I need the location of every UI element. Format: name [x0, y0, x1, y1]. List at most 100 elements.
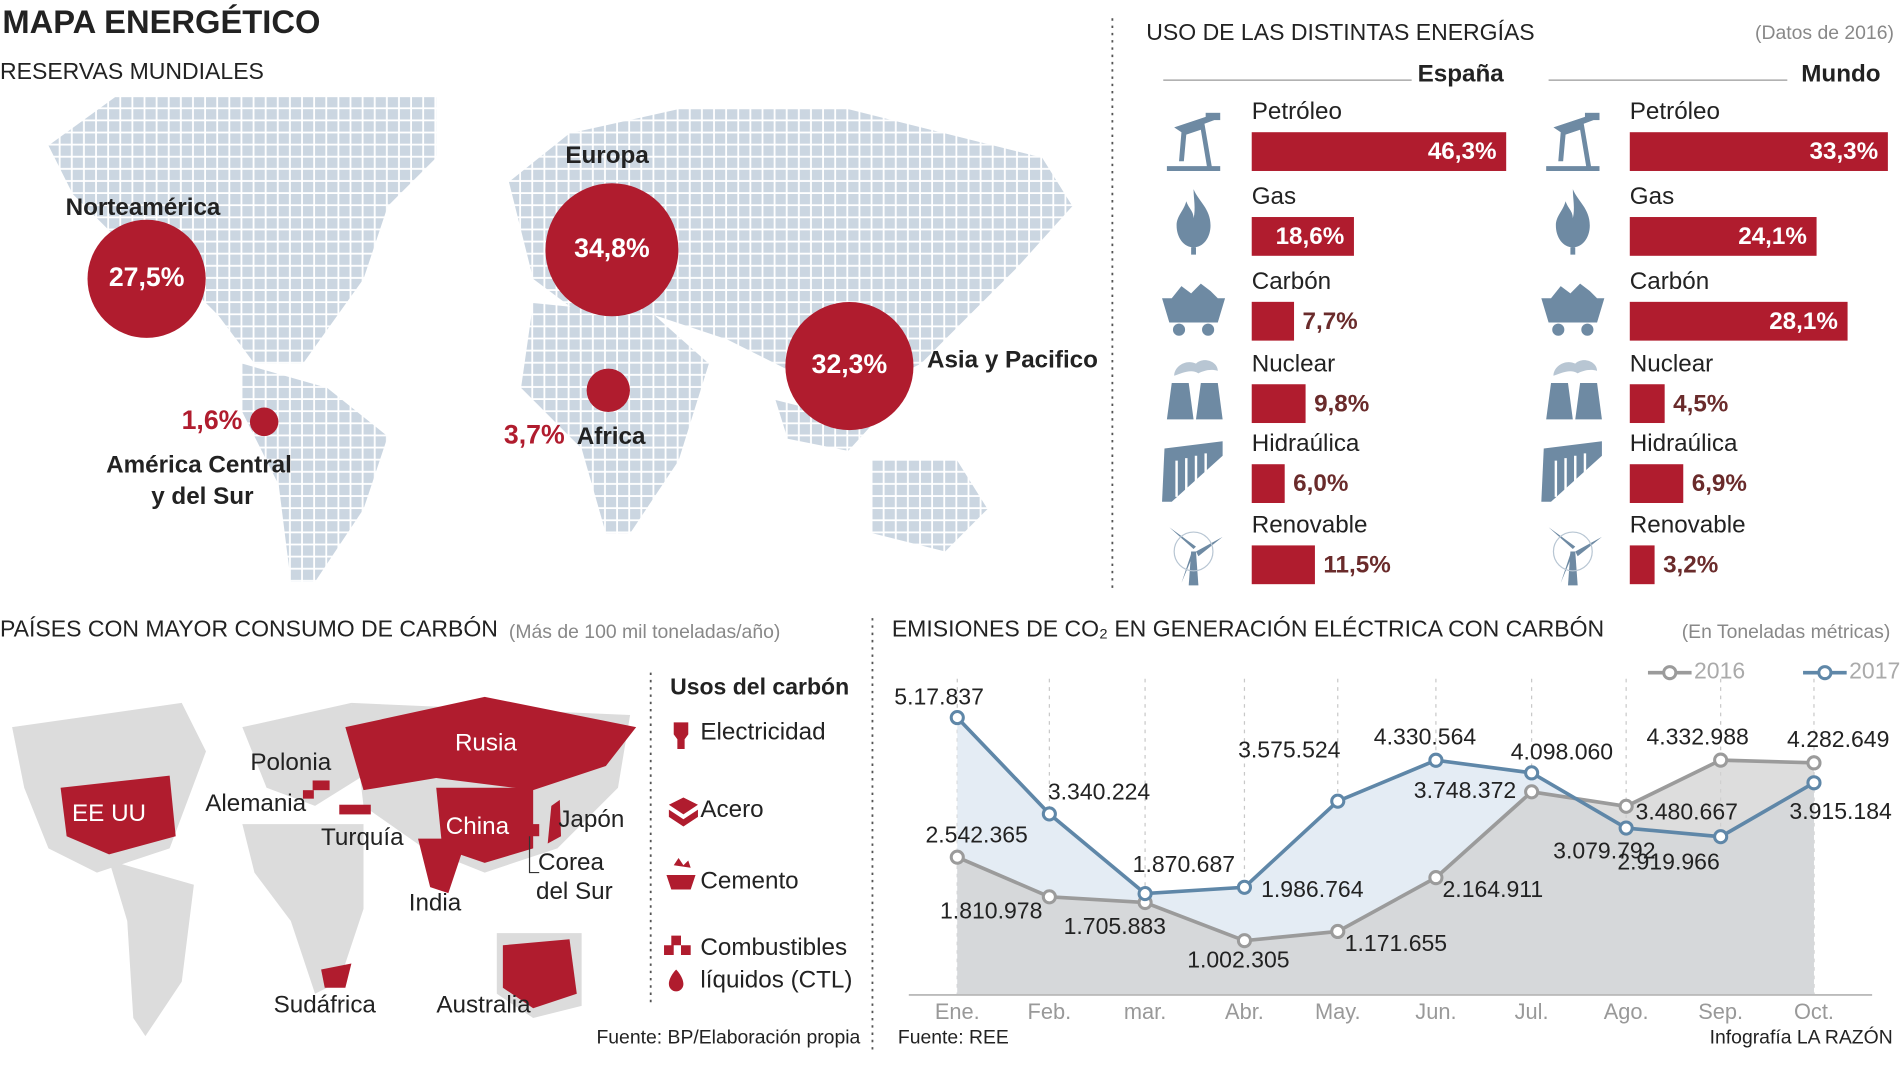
value-label: 4.332.988 [1646, 723, 1748, 749]
icon [1168, 526, 1224, 586]
legend-label: 2017 [1849, 658, 1900, 684]
category-label: Petróleo [1630, 98, 1720, 125]
point [1041, 806, 1057, 822]
x-tick-label: mar. [1124, 999, 1166, 1024]
country [339, 804, 371, 815]
continent [48, 97, 437, 364]
point [1137, 885, 1153, 902]
value-label: 18,6% [1276, 223, 1345, 250]
leader-line [528, 836, 540, 874]
world-map [48, 97, 1073, 582]
x-tick-label: May. [1315, 999, 1361, 1024]
continent [242, 702, 364, 806]
value-label: 2.542.365 [925, 822, 1027, 848]
country [302, 790, 314, 799]
category-label: Nuclear [1630, 350, 1713, 377]
point [1618, 820, 1634, 836]
value-label: 9,8% [1314, 390, 1369, 417]
category-label: Gas [1630, 183, 1674, 210]
x-tick-label: Ago. [1604, 999, 1649, 1024]
point [1713, 752, 1729, 768]
subtitle: (En Toneladas métricas) [1682, 621, 1891, 643]
icon [1541, 283, 1605, 336]
continent [109, 860, 194, 1037]
point [1236, 879, 1253, 895]
point [1524, 784, 1540, 800]
bar [1629, 384, 1665, 424]
value-label: 4.098.060 [1511, 739, 1613, 765]
legend-item: Acero [700, 796, 763, 823]
bar [1251, 301, 1295, 341]
country-label: Japón [558, 806, 624, 833]
country [418, 838, 467, 894]
icon [1166, 360, 1223, 420]
region-label: América Central y del Sur [106, 452, 299, 511]
coal-map [12, 696, 637, 1037]
value-label: 27,5% [109, 262, 185, 292]
value-label: 33,3% [1810, 138, 1879, 165]
country [312, 780, 330, 791]
legend-marker [1817, 665, 1833, 681]
region-label: Norteamérica [66, 194, 221, 221]
bar [1629, 301, 1848, 341]
country-label: Alemania [205, 790, 306, 817]
bar [1251, 132, 1507, 171]
value-label: 4,5% [1673, 390, 1728, 417]
value-label: 3.079.792 [1553, 837, 1655, 863]
category-label: Hidraúlica [1252, 430, 1360, 457]
value-label: 1.986.764 [1261, 876, 1364, 902]
legend-label: 2016 [1694, 658, 1745, 684]
region-label: Asia y Pacifico [927, 347, 1098, 374]
point [1806, 775, 1822, 791]
value-label: 3.575.524 [1238, 737, 1341, 763]
value-label: 7,7% [1303, 308, 1358, 335]
bar [1629, 132, 1888, 171]
country [60, 775, 176, 855]
page-title: MAPA ENERGÉTICO [2, 3, 320, 40]
category-label: Carbón [1630, 268, 1709, 295]
value-label: 1.002.305 [1187, 946, 1289, 972]
continent [508, 109, 1073, 400]
country-label: Corea del Sur [536, 849, 613, 905]
value-label: 3,2% [1663, 551, 1718, 578]
source: Fuente: REE [898, 1027, 1009, 1049]
point [1330, 793, 1346, 809]
point [949, 849, 965, 865]
country [547, 799, 562, 844]
source: Fuente: BP/Elaboración propia [596, 1027, 860, 1049]
value-label: 3.915.184 [1789, 798, 1892, 824]
category-label: Hidraúlica [1630, 430, 1738, 457]
category-label: Renovable [1630, 511, 1746, 538]
bubble [785, 302, 914, 431]
value-label: 6,0% [1293, 470, 1348, 497]
country-label: Australia [436, 991, 531, 1018]
uses-icons [664, 722, 698, 992]
x-tick-label: Jul. [1515, 999, 1549, 1024]
icon [668, 797, 698, 827]
point [1236, 933, 1253, 949]
category-label: Petróleo [1252, 98, 1342, 125]
x-tick-label: Sep. [1698, 999, 1743, 1024]
section-title: USO DE LAS DISTINTAS ENERGÍAS [1146, 19, 1534, 45]
category-label: Carbón [1252, 268, 1331, 295]
country-label: China [446, 813, 510, 840]
icon [1547, 526, 1603, 586]
value-label: 11,5% [1323, 551, 1390, 578]
legend-item: Combustibles líquidos (CTL) [700, 934, 853, 994]
point [1618, 798, 1634, 814]
line [956, 758, 1815, 943]
point [1041, 889, 1057, 905]
point [949, 710, 965, 726]
value-label: 4.330.564 [1374, 724, 1477, 750]
section-title: RESERVAS MUNDIALES [0, 58, 264, 84]
continent [242, 363, 388, 582]
value-label: 24,1% [1738, 223, 1807, 250]
subtitle: (Datos de 2016) [1755, 22, 1894, 44]
point [1330, 923, 1346, 940]
region-label: Africa [577, 423, 646, 450]
value-label: 3,7% [504, 419, 565, 449]
energy-icons [1160, 112, 1605, 586]
bubble [87, 219, 206, 338]
value-label: 3.748.372 [1414, 777, 1516, 803]
